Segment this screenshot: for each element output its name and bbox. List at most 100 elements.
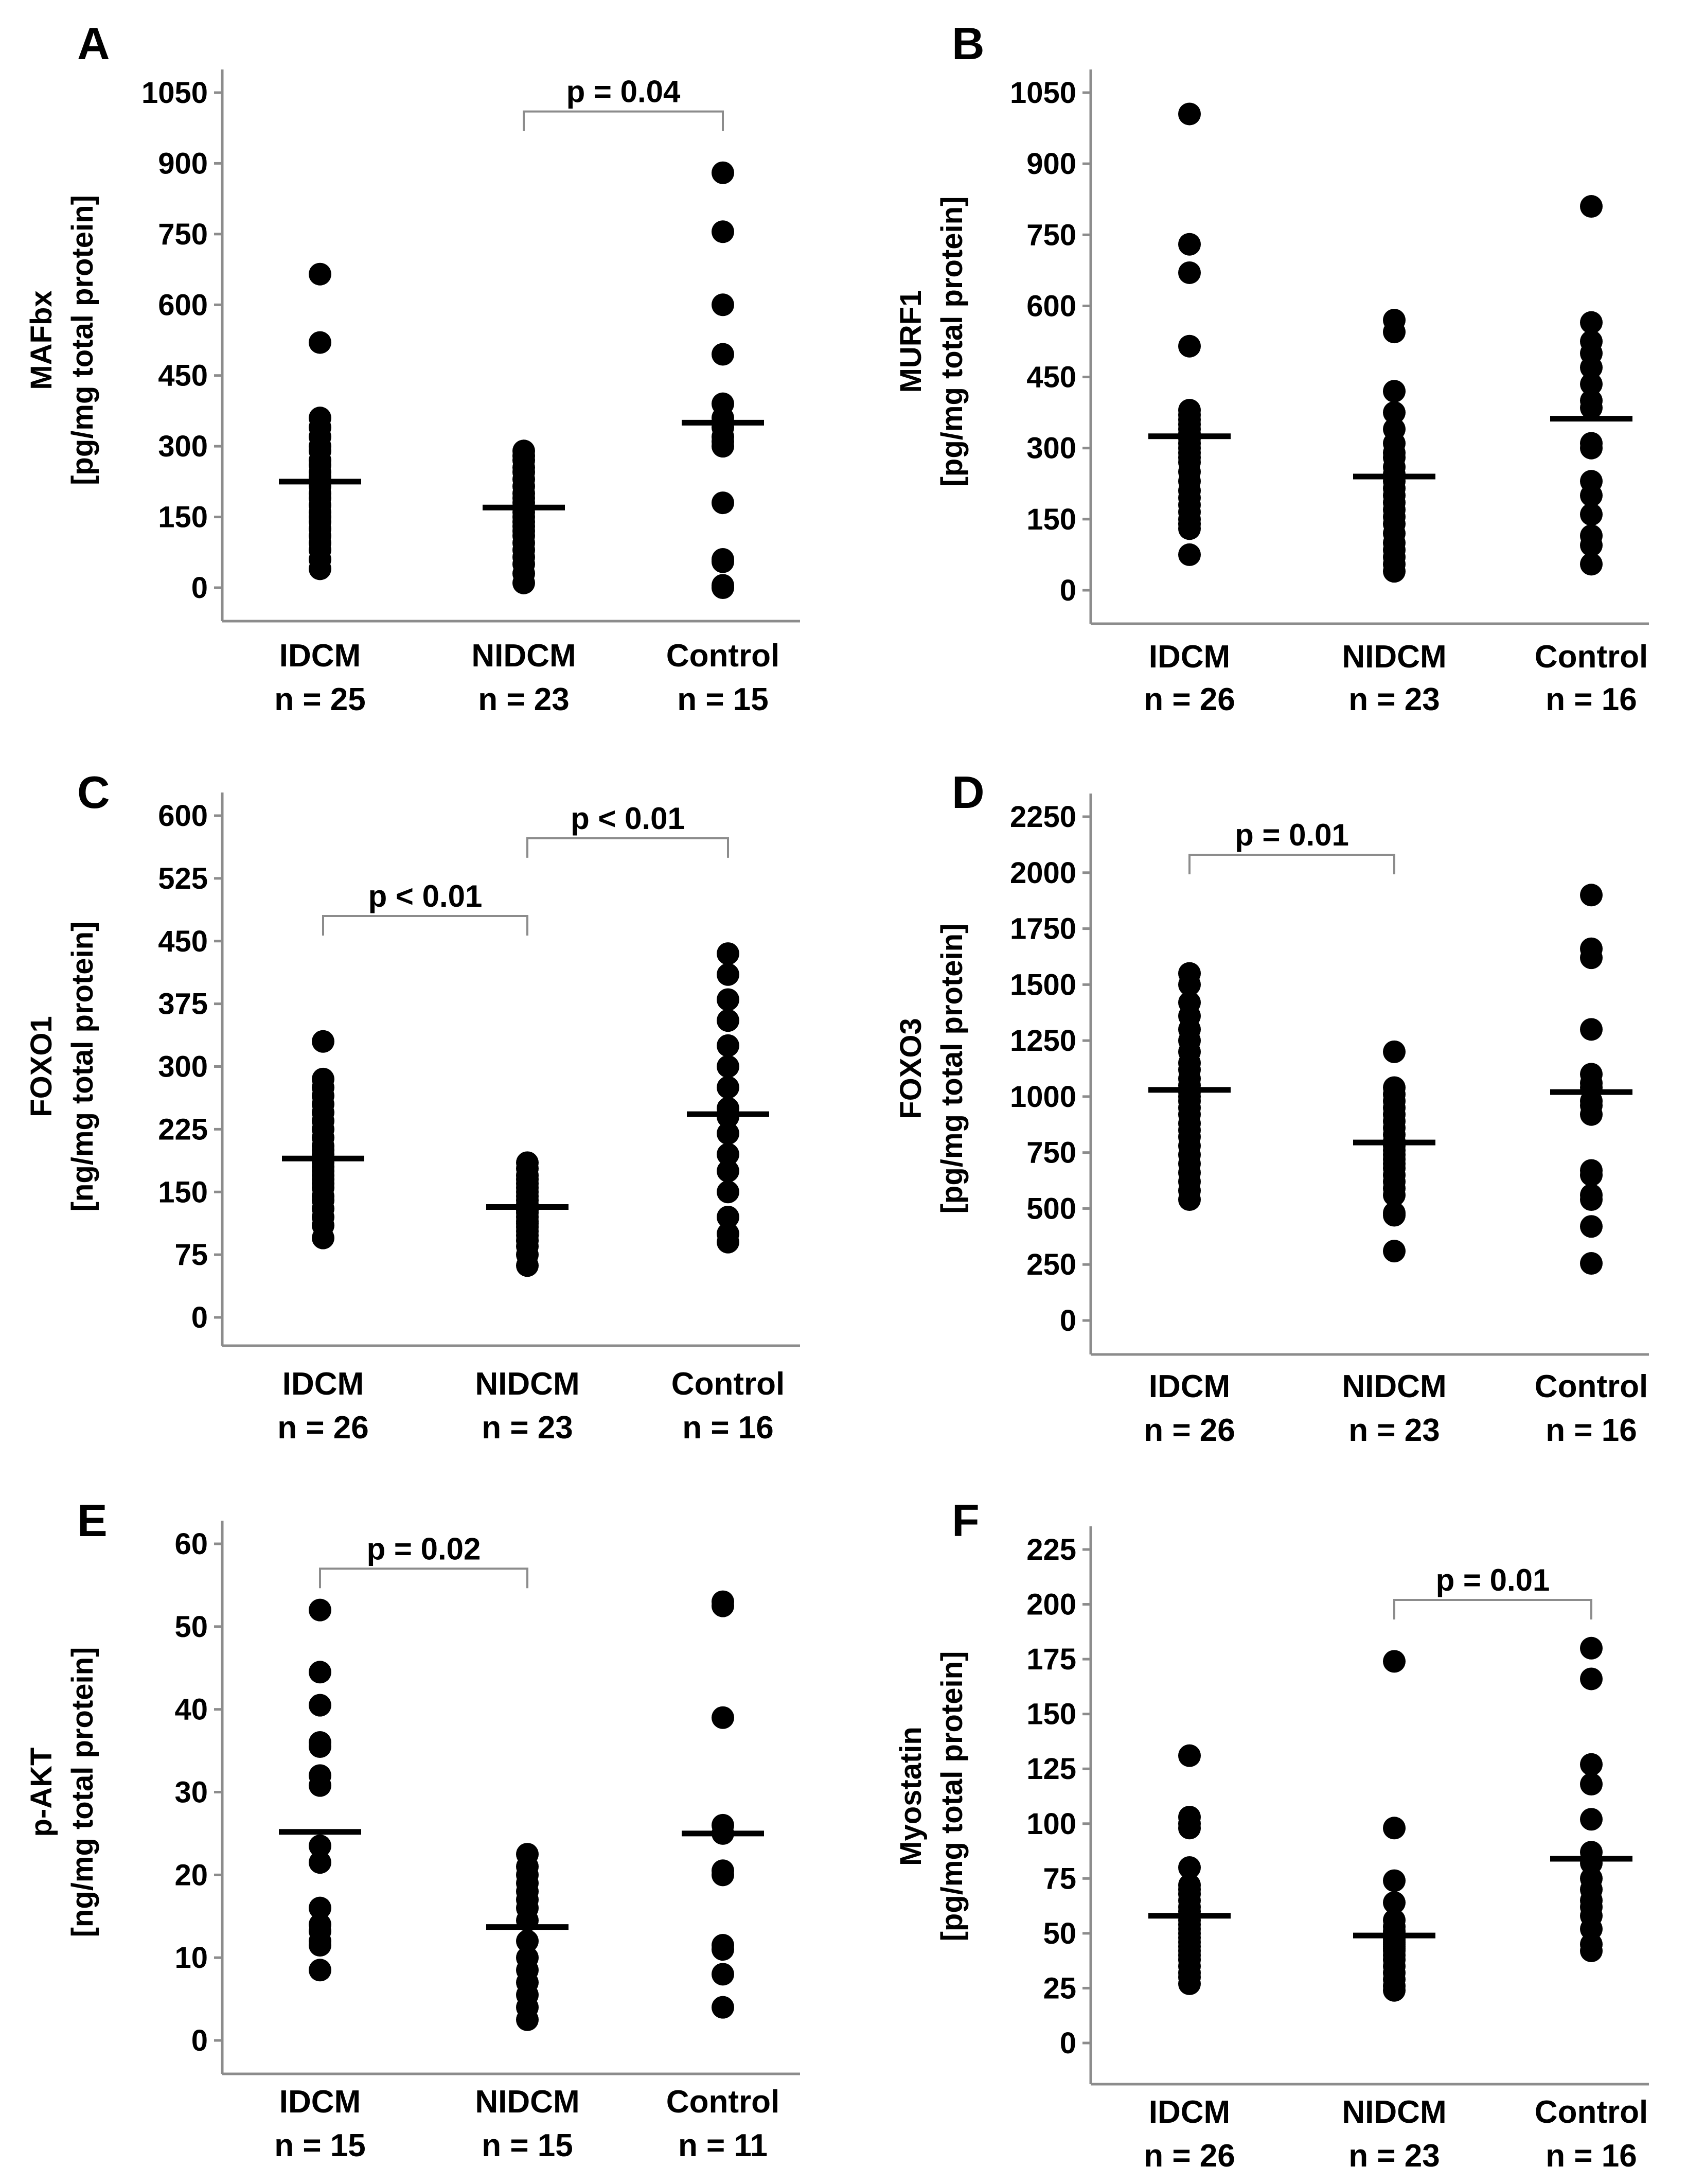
data-point — [712, 1863, 734, 1887]
y-tick-label: 1750 — [1010, 912, 1076, 946]
data-point — [712, 1594, 734, 1617]
data-point — [1178, 102, 1201, 126]
panel-a: A 0 150 300 450 600 750 900 1050 MAFbx [pg/mg tota… — [25, 18, 800, 717]
data-point — [1580, 356, 1603, 379]
data-point — [1580, 1188, 1603, 1211]
series-control — [1550, 195, 1632, 576]
y-tick-label: 150 — [158, 501, 208, 534]
y-axis-label-name: p-AKT — [25, 1748, 58, 1837]
data-point — [309, 1598, 331, 1622]
data-point — [717, 942, 739, 965]
y-tick-label: 0 — [1060, 1304, 1076, 1337]
data-point — [717, 988, 739, 1011]
y-axis-label-name: MURF1 — [894, 290, 928, 393]
y-axis-label-unit: [pg/mg total protein] — [66, 195, 99, 485]
y-tick-label: 1050 — [1010, 76, 1076, 110]
y-tick-label: 75 — [174, 1238, 208, 1272]
data-point — [309, 1959, 331, 1982]
category-n-label: n = 15 — [274, 2128, 366, 2163]
y-tick-label: 250 — [1026, 1248, 1076, 1281]
data-point — [1383, 401, 1406, 424]
data-point — [712, 435, 734, 458]
p-value-label: p = 0.01 — [1235, 818, 1349, 852]
data-point — [712, 1996, 734, 2019]
data-point — [309, 1774, 331, 1797]
series-idcm — [282, 1030, 364, 1249]
data-point — [516, 2008, 539, 2031]
data-point — [712, 491, 734, 515]
category-n-label: n = 26 — [277, 1410, 369, 1446]
panel-letter: C — [77, 767, 110, 818]
category-n-label: n = 23 — [478, 682, 570, 717]
data-point — [717, 963, 739, 986]
p-value-label: p = 0.04 — [566, 75, 681, 109]
data-point — [717, 1159, 739, 1183]
y-tick-label: 0 — [191, 571, 208, 605]
y-tick-label: 600 — [1026, 289, 1076, 323]
series-control — [1550, 1636, 1632, 1962]
data-point — [1580, 553, 1603, 576]
category-n-label: n = 16 — [682, 1410, 774, 1446]
series-control — [682, 161, 764, 599]
data-point — [1383, 1817, 1406, 1840]
data-point — [309, 1851, 331, 1874]
data-point — [1383, 1650, 1406, 1673]
series-control — [1550, 884, 1632, 1275]
panel-letter: F — [952, 1495, 980, 1546]
data-point — [1580, 1018, 1603, 1041]
y-tick-label: 50 — [174, 1610, 208, 1644]
data-point — [1580, 884, 1603, 907]
data-point — [712, 220, 734, 243]
series-nidcm — [1353, 309, 1435, 583]
data-point — [1383, 380, 1406, 403]
y-tick-label: 900 — [158, 147, 208, 180]
panel-letter: E — [77, 1495, 108, 1546]
category-n-label: n = 16 — [1546, 682, 1637, 717]
significance-bracket — [319, 1567, 528, 1589]
data-point — [1580, 1939, 1603, 1962]
category-n-label: n = 23 — [1348, 682, 1440, 717]
y-tick-label: 20 — [174, 1858, 208, 1892]
y-tick-label: 750 — [158, 218, 208, 251]
category-label: IDCM — [279, 638, 361, 674]
data-point — [717, 1076, 739, 1099]
y-tick-label: 150 — [1026, 503, 1076, 536]
data-point — [309, 1934, 331, 1957]
category-n-label: n = 15 — [482, 2128, 573, 2163]
data-point — [717, 1181, 739, 1204]
significance-bracket — [526, 837, 729, 858]
y-axis-label-unit: [ng/mg total protein] — [66, 1647, 99, 1938]
series-nidcm — [486, 1151, 569, 1277]
series-idcm — [1148, 102, 1231, 566]
data-point — [1580, 503, 1603, 526]
series-idcm — [279, 262, 361, 580]
significance-bracket — [1188, 853, 1395, 874]
data-point — [1580, 436, 1603, 460]
data-point — [717, 1230, 739, 1254]
significance-bracket — [1393, 1599, 1592, 1620]
data-point — [309, 331, 331, 354]
category-n-label: n = 11 — [678, 2128, 768, 2163]
y-tick-label: 50 — [1043, 1917, 1076, 1950]
y-axis-label-unit: [ng/mg total protein] — [66, 922, 99, 1212]
data-point — [1580, 1636, 1603, 1660]
category-label: IDCM — [1149, 2094, 1230, 2130]
category-n-label: n = 16 — [1546, 2138, 1637, 2174]
data-point — [717, 1143, 739, 1166]
y-tick-label: 450 — [158, 925, 208, 958]
data-point — [717, 1034, 739, 1057]
y-axis-label-unit: [pg/mg total protein] — [935, 1651, 969, 1942]
panel-d: D 0 250 500 750 1000 1250 1500 1750 2000 2250 FOXO3… — [894, 767, 1649, 1448]
y-tick-label: 150 — [1026, 1698, 1076, 1731]
category-n-label: n = 26 — [1144, 1413, 1235, 1448]
data-point — [712, 576, 734, 599]
y-tick-label: 1500 — [1010, 968, 1076, 1001]
data-point — [1383, 1869, 1406, 1892]
series-idcm — [279, 1598, 361, 1982]
y-tick-label: 60 — [174, 1527, 208, 1561]
y-tick-label: 175 — [1026, 1643, 1076, 1676]
data-point — [1580, 1667, 1603, 1690]
category-label: Control — [1535, 639, 1648, 675]
panel-c: C 0 75 150 225 300 375 450 525 600 FOXO1 [ng/mg tot… — [25, 767, 800, 1446]
panel-letter: B — [952, 18, 985, 69]
